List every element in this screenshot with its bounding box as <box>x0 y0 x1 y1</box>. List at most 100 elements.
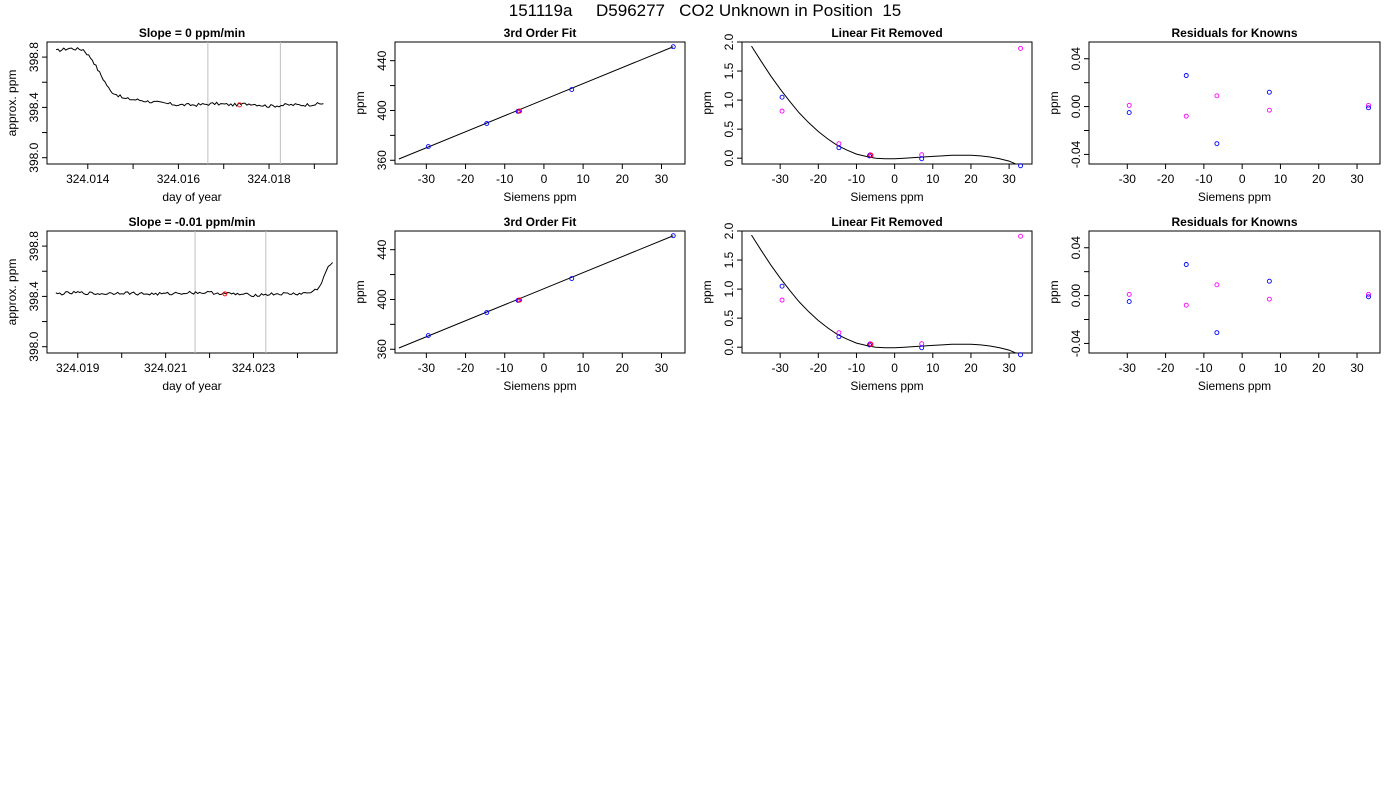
previous-point <box>919 341 925 347</box>
x-tick-label: 10 <box>1274 361 1288 375</box>
figure-title: 151119a D596277 CO2 Unknown in Position … <box>508 1 902 20</box>
chart-panel: 3rd Order Fit -30 -20 -10 0 10 20 30 360 400 440 Si… <box>353 26 686 204</box>
x-tick-label: -30 <box>1119 172 1137 186</box>
y-tick-label: 2.0 <box>722 33 736 50</box>
y-tick-label: 1.5 <box>722 251 736 268</box>
plot-frame <box>1088 41 1381 165</box>
plot-area <box>751 234 1018 353</box>
x-tick-label: -30 <box>771 361 789 375</box>
x-tick-label: 0 <box>891 361 898 375</box>
previous-point <box>1266 296 1272 302</box>
y-tick-label: 0.5 <box>722 120 736 137</box>
y-axis-label: ppm <box>353 280 367 303</box>
fit-line <box>398 46 674 160</box>
previous-point <box>1183 302 1189 308</box>
x-tick-label: 30 <box>1350 361 1364 375</box>
previous-point <box>836 330 842 336</box>
x-tick-label: 324.016 <box>157 172 201 186</box>
x-tick-label: 324.021 <box>144 361 188 375</box>
known-point <box>919 156 925 162</box>
known-point <box>1214 330 1220 336</box>
x-tick-label: -10 <box>496 172 514 186</box>
x-tick-label: 10 <box>576 361 590 375</box>
x-tick-label: -30 <box>418 361 436 375</box>
series-line <box>55 262 333 298</box>
x-tick-label: -20 <box>810 361 828 375</box>
x-tick-label: 20 <box>616 172 630 186</box>
x-tick-label: -30 <box>771 172 789 186</box>
x-axis-label: day of year <box>162 190 221 204</box>
previous-point <box>1126 102 1132 108</box>
y-tick-label: 440 <box>375 50 389 70</box>
x-tick-label: 30 <box>1350 172 1364 186</box>
y-tick-label: 0.5 <box>722 309 736 326</box>
x-tick-label: 10 <box>1274 172 1288 186</box>
x-tick-label: -10 <box>848 172 866 186</box>
x-tick-label: 0 <box>1239 172 1246 186</box>
x-tick-label: -10 <box>1195 361 1213 375</box>
y-axis-label: approx. ppm <box>5 70 19 137</box>
y-tick-label: 440 <box>375 239 389 259</box>
x-axis-label: Siemens ppm <box>850 190 923 204</box>
known-point <box>425 144 431 150</box>
known-point <box>836 334 842 340</box>
plot-area <box>398 46 674 160</box>
chart-panel: Residuals for Knowns -30 -20 -10 0 10 20 30 -0.0… <box>1047 26 1381 204</box>
known-point <box>670 44 676 50</box>
known-point <box>1266 278 1272 284</box>
known-point <box>484 310 490 315</box>
y-tick-label: 398.0 <box>27 331 41 361</box>
y-tick-label: 398.4 <box>27 281 41 311</box>
chart-panel: Residuals for Knowns -30 -20 -10 0 10 20 30 -0.0… <box>1047 215 1381 393</box>
x-tick-label: 0 <box>541 172 548 186</box>
x-tick-label: -20 <box>1157 361 1175 375</box>
x-tick-label: -20 <box>457 172 475 186</box>
y-tick-label: 0.0 <box>722 150 736 167</box>
y-tick-label: 0.00 <box>1069 95 1083 119</box>
known-point <box>779 283 785 289</box>
x-tick-label: 324.023 <box>232 361 276 375</box>
x-tick-label: 324.018 <box>247 172 291 186</box>
plot-frame <box>46 41 338 165</box>
known-point <box>1126 110 1132 116</box>
x-tick-label: 30 <box>1002 172 1016 186</box>
previous-point <box>779 108 785 114</box>
y-axis-label: ppm <box>700 91 714 114</box>
previous-point <box>1214 93 1220 99</box>
plot-area <box>398 235 674 349</box>
x-tick-label: -30 <box>1119 361 1137 375</box>
x-tick-label: 0 <box>541 361 548 375</box>
known-point <box>836 145 842 151</box>
known-point <box>1366 294 1371 300</box>
known-point <box>1126 299 1132 305</box>
x-tick-label: -10 <box>848 361 866 375</box>
panel-title: Linear Fit Removed <box>831 26 942 40</box>
x-axis-label: day of year <box>162 379 221 393</box>
y-tick-label: 0.04 <box>1069 236 1083 260</box>
chart-panel: Linear Fit Removed -30 -20 -10 0 10 20 30 0.0 0.5… <box>700 26 1033 204</box>
y-tick-label: 0.0 <box>722 339 736 356</box>
panel-title: Slope = 0 ppm/min <box>139 26 245 40</box>
y-axis-label: approx. ppm <box>5 259 19 326</box>
x-tick-label: 324.019 <box>56 361 100 375</box>
x-tick-label: -30 <box>418 172 436 186</box>
x-tick-label: -10 <box>1195 172 1213 186</box>
unknown-point <box>237 102 243 108</box>
y-tick-label: 398.4 <box>27 92 41 122</box>
x-tick-label: 20 <box>964 361 978 375</box>
x-axis-label: Siemens ppm <box>503 190 576 204</box>
panel-title: Residuals for Knowns <box>1171 215 1297 229</box>
plot-area <box>55 42 324 164</box>
x-tick-label: 30 <box>655 172 669 186</box>
known-point <box>425 333 431 339</box>
plot-area <box>751 45 1018 164</box>
x-tick-label: 20 <box>1312 172 1326 186</box>
x-axis-label: Siemens ppm <box>1198 379 1271 393</box>
plot-frame <box>46 230 338 354</box>
y-tick-label: 400 <box>375 100 389 120</box>
y-tick-label: 398.0 <box>27 142 41 172</box>
x-axis-label: Siemens ppm <box>850 379 923 393</box>
panel-title: Slope = -0.01 ppm/min <box>128 215 255 229</box>
previous-point <box>1018 233 1024 239</box>
x-tick-label: 30 <box>655 361 669 375</box>
